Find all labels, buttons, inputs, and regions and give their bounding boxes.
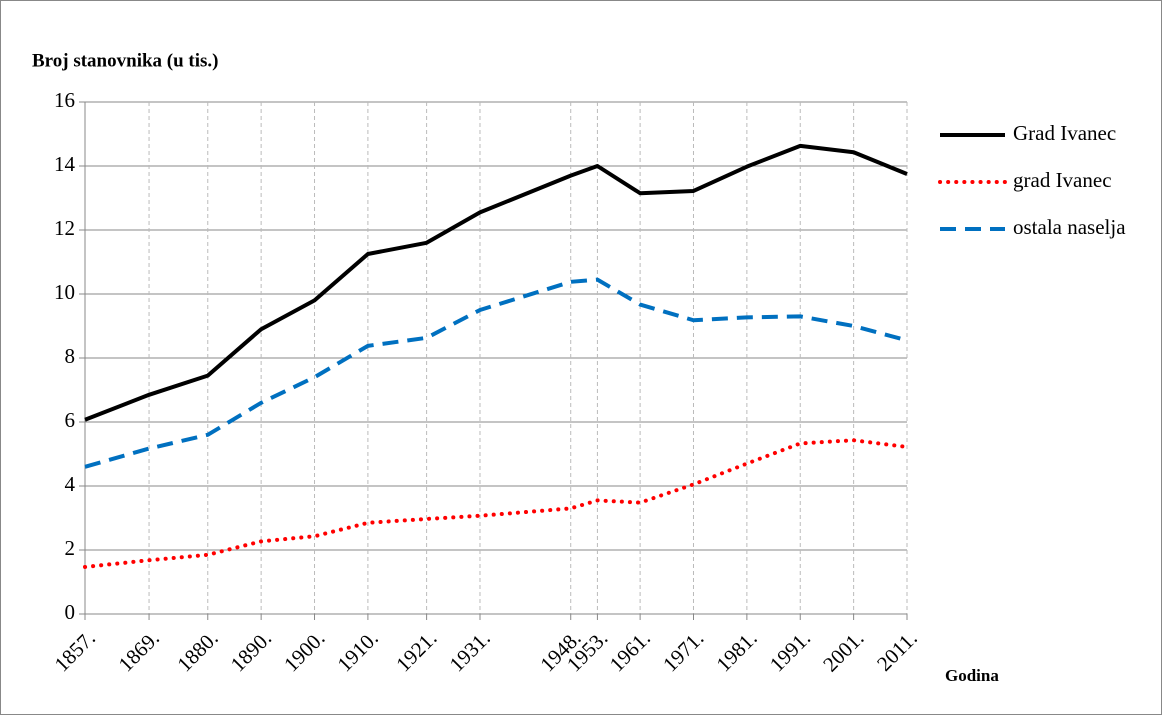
y-tick-label: 16 (54, 88, 75, 112)
y-tick-label: 10 (54, 280, 75, 304)
series-line (84, 277, 908, 469)
y-axis-title: Broj stanovnika (u tis.) (32, 50, 219, 71)
legend-label: Grad Ivanec (1013, 121, 1116, 145)
y-tick-label: 14 (54, 152, 76, 176)
y-tick-label: 4 (65, 472, 76, 496)
series-line (83, 438, 909, 569)
series-line (84, 143, 908, 422)
legend-label: ostala naselja (1013, 215, 1126, 239)
y-tick-label: 6 (65, 408, 76, 432)
x-axis-title: Godina (945, 666, 999, 685)
y-tick-label: 2 (65, 536, 76, 560)
y-tick-label: 12 (54, 216, 75, 240)
legend-label: grad Ivanec (1013, 168, 1112, 192)
y-tick-label: 8 (65, 344, 76, 368)
y-tick-label: 0 (65, 600, 76, 624)
